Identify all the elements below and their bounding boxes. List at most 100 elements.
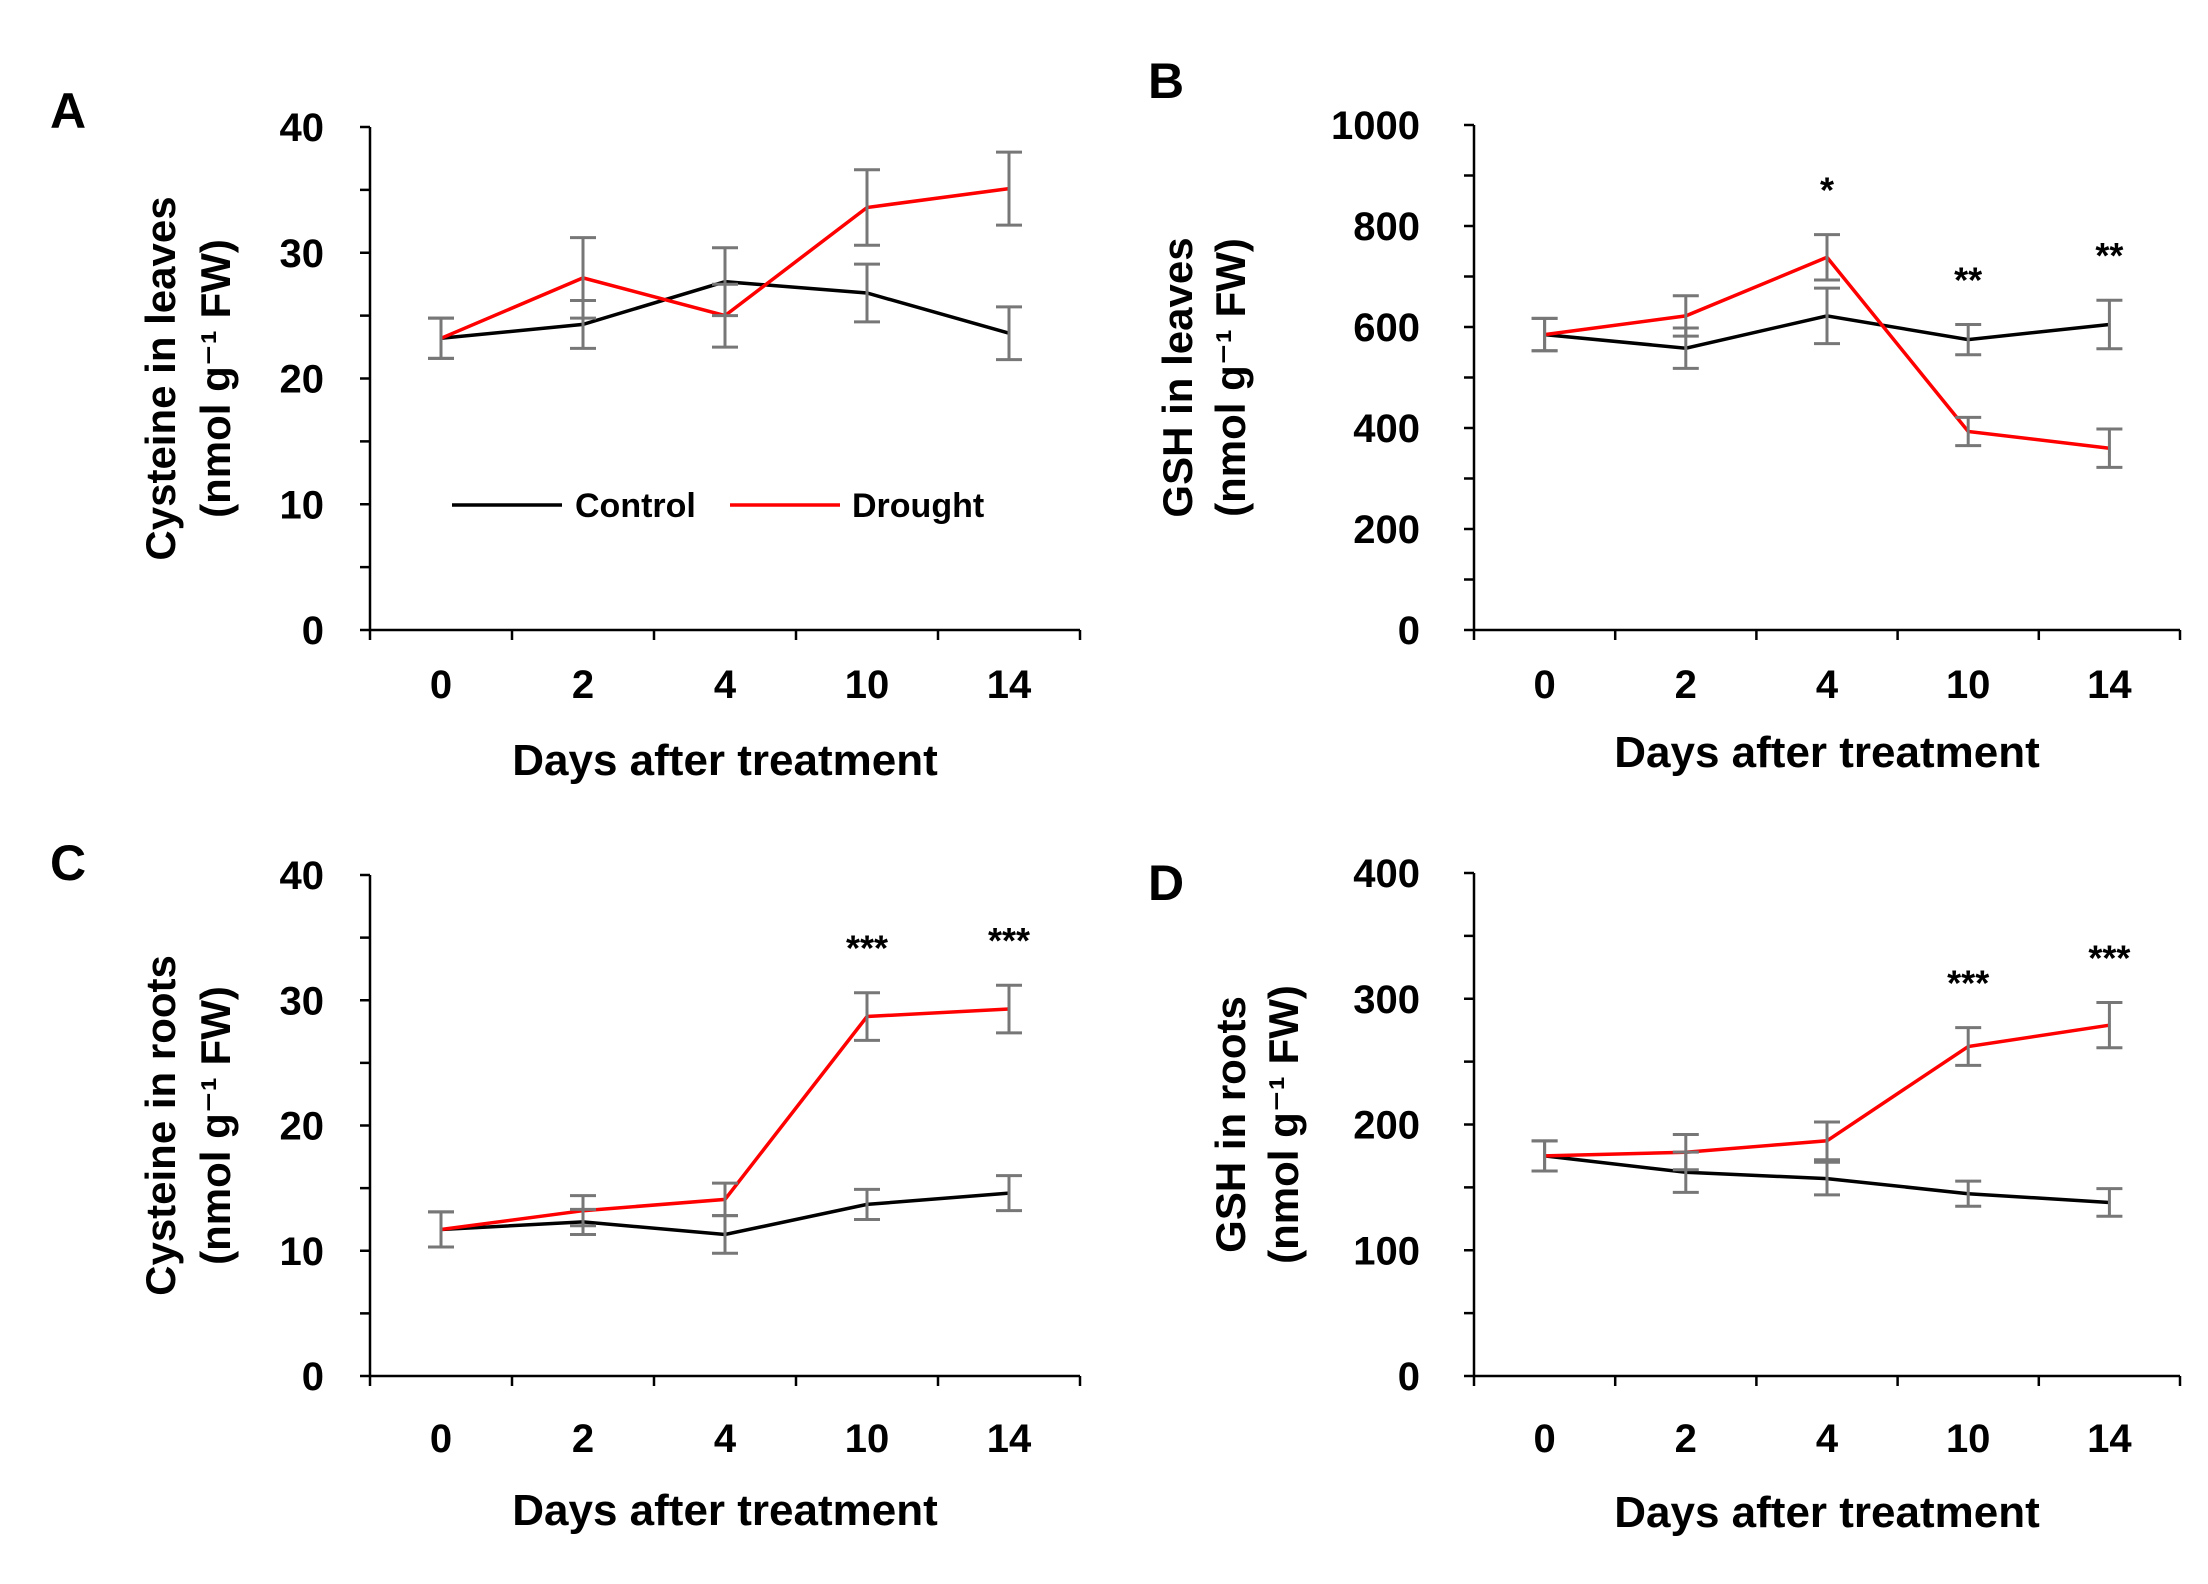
error-bar-drought	[2096, 1001, 2123, 1050]
y-axis-label: GSH in leaves	[1154, 237, 1201, 517]
x-tick-label: 2	[572, 663, 594, 707]
y-tick-label: 1000	[1331, 104, 1420, 148]
y-tick-label: 10	[280, 483, 325, 527]
y-tick-label: 40	[280, 106, 325, 150]
legend-label-drought: Drought	[852, 487, 984, 525]
y-axis-label-units: (nmol g⁻¹ FW)	[1207, 238, 1254, 517]
error-bar-control	[1814, 286, 1840, 346]
x-tick-label: 14	[2087, 1417, 2132, 1461]
error-bar-drought	[1814, 1120, 1840, 1162]
y-axis-label-units: (nmol g⁻¹ FW)	[192, 239, 239, 518]
error-bar-control	[1955, 1179, 1982, 1208]
panel-c: C 0 10 20 30 40 0 2 4 10 14 Days after treatment Cys…	[50, 835, 1082, 1535]
panel-letter: B	[1148, 53, 1184, 109]
x-tick-label: 10	[1946, 663, 1991, 707]
error-bar-drought	[1955, 415, 1982, 448]
significance-marker: ***	[988, 920, 1030, 961]
error-bar-drought	[570, 236, 596, 320]
x-axis-label: Days after treatment	[1614, 1488, 2040, 1537]
x-tick-label: 14	[2087, 663, 2132, 707]
y-axis-label-units: (nmol g⁻¹ FW)	[192, 986, 239, 1265]
x-tick-label: 0	[430, 663, 452, 707]
error-bar-drought	[854, 168, 880, 247]
error-bar-drought	[1672, 294, 1699, 338]
y-tick-label: 200	[1353, 508, 1420, 552]
y-tick-label: 600	[1353, 306, 1420, 350]
x-tick-label: 14	[987, 663, 1032, 707]
error-bar-drought	[1814, 233, 1840, 282]
y-axis-label: Cysteine in roots	[137, 955, 184, 1296]
y-tick-label: 20	[280, 358, 325, 402]
y-tick-label: 0	[302, 609, 324, 653]
x-tick-label: 10	[845, 663, 890, 707]
y-tick-label: 400	[1353, 407, 1420, 451]
panel-letter: A	[50, 83, 86, 139]
x-tick-label: 0	[430, 1417, 452, 1461]
x-tick-label: 2	[1675, 663, 1697, 707]
panel-letter: C	[50, 835, 86, 891]
series-line-drought	[1544, 255, 2110, 450]
significance-marker: ***	[846, 928, 888, 969]
error-bar-drought	[996, 150, 1022, 227]
y-tick-label: 0	[1398, 1355, 1420, 1399]
x-tick-label: 0	[1533, 1417, 1555, 1461]
x-tick-label: 4	[1816, 1417, 1839, 1461]
x-axis-label: Days after treatment	[512, 736, 938, 785]
error-bar-control	[996, 1174, 1022, 1213]
legend: Control Drought	[452, 487, 984, 525]
x-tick-label: 4	[714, 663, 737, 707]
y-tick-label: 800	[1353, 205, 1420, 249]
significance-marker: **	[1954, 259, 1982, 300]
x-tick-label: 0	[1533, 663, 1555, 707]
error-bar-control	[1955, 322, 1982, 357]
x-tick-label: 14	[987, 1417, 1032, 1461]
panel-b: B 0 200 400 600 800 1000 0 2 4 10 14 Days after trea…	[1148, 53, 2182, 777]
x-axis-label: Days after treatment	[1614, 728, 2040, 777]
x-tick-label: 2	[1675, 1417, 1697, 1461]
error-bar-drought	[1531, 316, 1558, 353]
error-bar-drought	[996, 983, 1022, 1035]
legend-label-control: Control	[575, 487, 696, 525]
error-bar-control	[854, 262, 880, 324]
error-bar-drought	[428, 1210, 454, 1249]
y-tick-label: 0	[302, 1355, 324, 1399]
x-tick-label: 4	[714, 1417, 737, 1461]
y-tick-label: 200	[1353, 1104, 1420, 1148]
error-bar-drought	[1531, 1139, 1558, 1173]
y-axis-label: GSH in roots	[1207, 996, 1254, 1253]
y-tick-label: 40	[280, 854, 325, 898]
error-bar-drought	[428, 316, 454, 360]
x-tick-label: 2	[572, 1417, 594, 1461]
y-axis-label-units: (nmol g⁻¹ FW)	[1260, 985, 1307, 1264]
error-bar-drought	[2096, 427, 2123, 469]
error-bar-control	[996, 305, 1022, 362]
y-tick-label: 30	[280, 232, 325, 276]
error-bar-drought	[1672, 1133, 1699, 1172]
y-tick-label: 30	[280, 979, 325, 1023]
error-bar-drought	[712, 1181, 738, 1218]
y-tick-label: 100	[1353, 1229, 1420, 1273]
y-tick-label: 0	[1398, 609, 1420, 653]
significance-marker: **	[2095, 235, 2123, 276]
error-bar-drought	[712, 282, 738, 349]
x-tick-label: 10	[1946, 1417, 1991, 1461]
x-axis-label: Days after treatment	[512, 1486, 938, 1535]
error-bar-control	[1814, 1160, 1840, 1197]
y-axis-label: Cysteine in leaves	[137, 196, 184, 560]
x-tick-label: 4	[1816, 663, 1839, 707]
error-bar-drought	[570, 1194, 596, 1228]
panel-letter: D	[1148, 855, 1184, 911]
y-tick-label: 300	[1353, 978, 1420, 1022]
error-bar-control	[854, 1187, 880, 1221]
significance-marker: ***	[2088, 938, 2130, 979]
y-tick-label: 20	[280, 1105, 325, 1149]
x-tick-label: 10	[845, 1417, 890, 1461]
y-tick-label: 400	[1353, 852, 1420, 896]
significance-marker: ***	[1947, 963, 1989, 1004]
y-tick-label: 10	[280, 1230, 325, 1274]
error-bar-control	[2096, 298, 2123, 351]
panel-a: A 0 10 20 30 40 0 2 4 10 14 Days after treatment Cys…	[50, 83, 1082, 785]
error-bar-drought	[1955, 1026, 1982, 1067]
significance-marker: *	[1820, 170, 1834, 211]
